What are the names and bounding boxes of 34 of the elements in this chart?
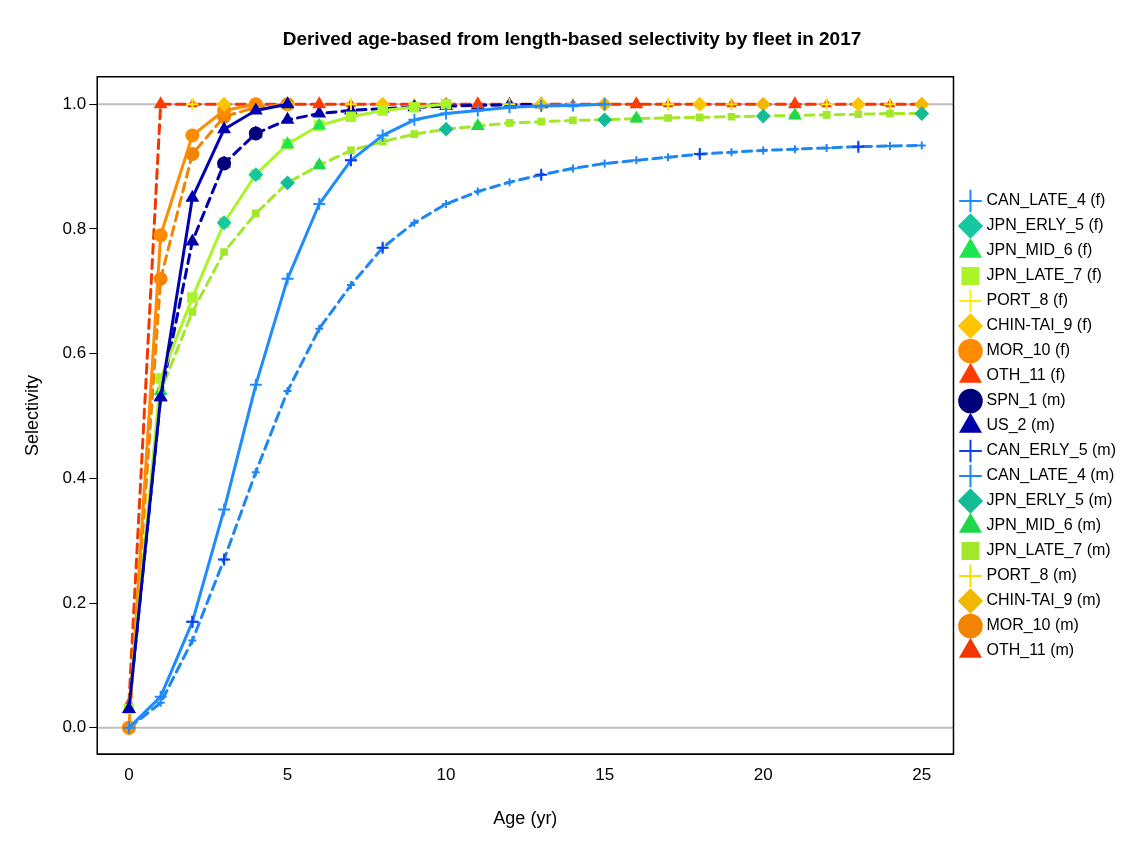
x-tick-label: 10 — [436, 764, 456, 784]
legend-label: CAN_LATE_4 (m) — [986, 466, 1115, 485]
legend-label: PORT_8 (m) — [986, 566, 1077, 585]
legend-label: JPN_ERLY_5 (m) — [986, 491, 1113, 510]
x-tick-label: 15 — [595, 764, 615, 784]
y-tick-label: 0.2 — [62, 592, 87, 612]
legend-label: JPN_MID_6 (f) — [986, 241, 1093, 260]
legend-label: MOR_10 (m) — [986, 616, 1079, 635]
legend-label: JPN_ERLY_5 (f) — [986, 216, 1104, 235]
legend-label: OTH_11 (m) — [986, 641, 1075, 660]
x-tick-label: 20 — [753, 764, 773, 784]
x-tick-label: 5 — [282, 764, 293, 784]
y-tick-label: 0.4 — [62, 468, 87, 488]
legend-label: CAN_ERLY_5 (m) — [986, 441, 1116, 460]
legend-label: MOR_10 (f) — [986, 341, 1071, 360]
legend-label: PORT_8 (f) — [986, 291, 1068, 310]
x-tick-label: 0 — [124, 764, 134, 784]
y-tick-label: 0.0 — [62, 717, 87, 737]
legend-label: OTH_11 (f) — [986, 366, 1066, 385]
x-tick-label: 25 — [912, 764, 932, 784]
legend-label: SPN_1 (m) — [986, 391, 1066, 410]
legend-label: JPN_MID_6 (m) — [986, 516, 1102, 535]
x-axis-title: Age (yr) — [493, 808, 558, 829]
legend-label: CAN_LATE_4 (f) — [986, 191, 1106, 210]
y-tick-label: 0.8 — [62, 218, 87, 238]
y-axis-title: Selectivity — [21, 374, 42, 456]
chart-title: Derived age-based from length-based selectivity by fleet in 2017 — [282, 27, 862, 49]
y-tick-label: 1.0 — [62, 93, 87, 113]
legend-label: CHIN-TAI_9 (m) — [986, 591, 1101, 610]
legend-label: US_2 (m) — [986, 416, 1055, 435]
legend-label: CHIN-TAI_9 (f) — [986, 316, 1092, 335]
legend-label: JPN_LATE_7 (f) — [986, 266, 1102, 285]
legend-label: JPN_LATE_7 (m) — [986, 541, 1111, 560]
y-tick-label: 0.6 — [62, 343, 87, 363]
